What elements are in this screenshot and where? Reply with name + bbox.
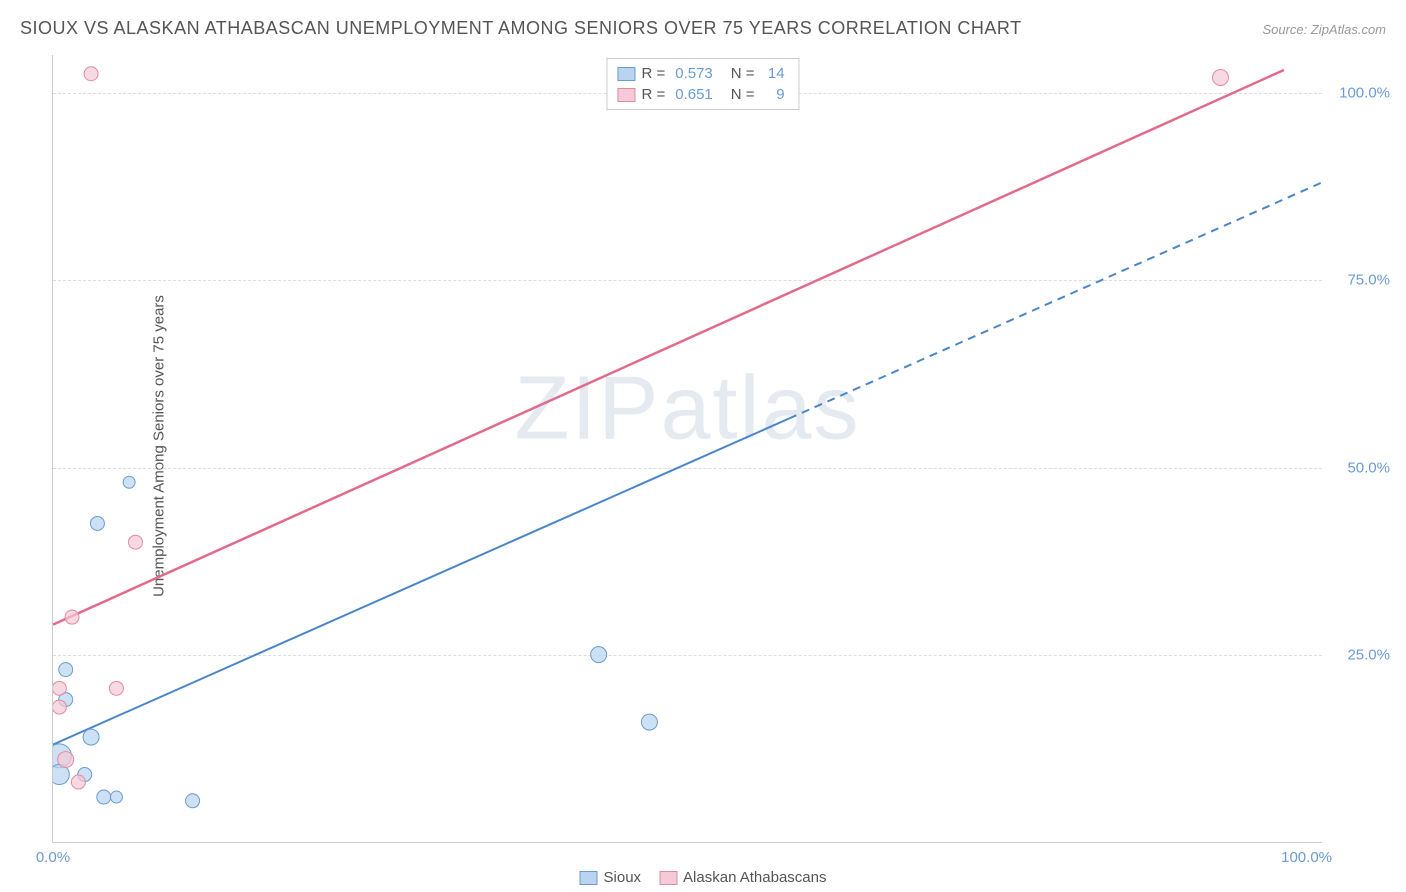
source-attribution: Source: ZipAtlas.com <box>1262 22 1386 37</box>
legend-r-label: R = <box>641 65 665 82</box>
legend-n-label: N = <box>731 86 755 103</box>
y-tick-label: 25.0% <box>1347 647 1390 664</box>
legend-swatch <box>617 88 635 102</box>
y-tick-label: 50.0% <box>1347 459 1390 476</box>
legend-swatch <box>580 871 598 885</box>
legend-series-item: Alaskan Athabascans <box>659 869 826 886</box>
legend-series: Sioux Alaskan Athabascans <box>580 869 827 886</box>
legend-correlation-box: R = 0.573 N = 14 R = 0.651 N = 9 <box>606 58 799 110</box>
legend-r-value: 0.651 <box>675 86 713 103</box>
legend-n-label: N = <box>731 65 755 82</box>
legend-n-value: 9 <box>765 86 785 103</box>
legend-series-label: Alaskan Athabascans <box>683 869 826 886</box>
legend-swatch <box>617 67 635 81</box>
y-tick-label: 100.0% <box>1339 84 1390 101</box>
x-tick-label: 0.0% <box>36 849 70 866</box>
chart-svg <box>53 55 1322 842</box>
legend-r-value: 0.573 <box>675 65 713 82</box>
legend-n-value: 14 <box>765 65 785 82</box>
chart-title: SIOUX VS ALASKAN ATHABASCAN UNEMPLOYMENT… <box>20 18 1022 39</box>
legend-series-label: Sioux <box>604 869 642 886</box>
legend-r-label: R = <box>641 86 665 103</box>
legend-correlation-row: R = 0.651 N = 9 <box>617 84 788 105</box>
y-tick-label: 75.0% <box>1347 272 1390 289</box>
legend-swatch <box>659 871 677 885</box>
plot-area: ZIPatlas 25.0%50.0%75.0%100.0%0.0%100.0% <box>52 55 1322 843</box>
legend-series-item: Sioux <box>580 869 642 886</box>
legend-correlation-row: R = 0.573 N = 14 <box>617 63 788 84</box>
x-tick-label: 100.0% <box>1281 849 1332 866</box>
